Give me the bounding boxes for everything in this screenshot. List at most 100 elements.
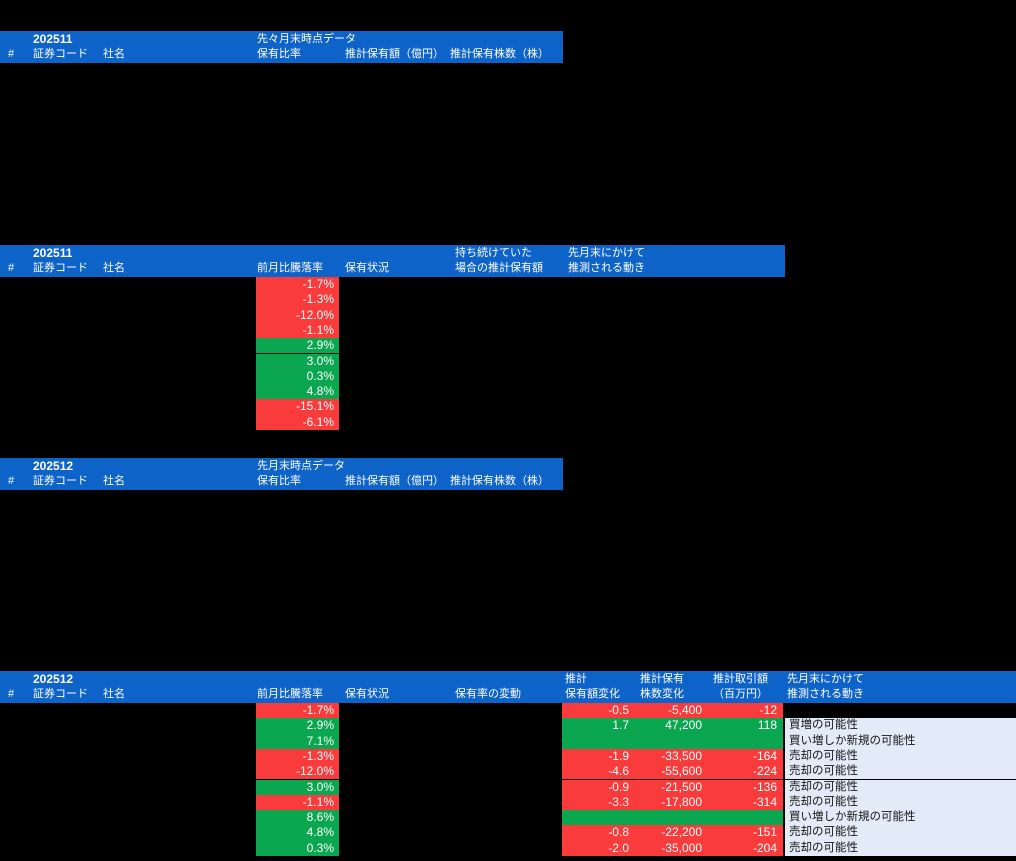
cell-pct-change[interactable]: 2.9% [256,718,339,734]
col-header-amount[interactable]: 推計保有額（億円） [345,475,444,487]
cell-trade-amount[interactable]: 118 [708,718,783,734]
cell-pct-change[interactable]: -12.0% [256,764,339,780]
cell-pct-change[interactable]: -1.3% [256,748,339,765]
cell-pct-change[interactable]: -1.3% [256,292,339,308]
col-header-amount[interactable]: 推計保有額（億円） [345,48,444,60]
cell-trade-amount[interactable]: -314 [708,794,783,811]
cell-amount-change[interactable]: -2.0 [562,840,635,856]
period-label[interactable]: 202511 [33,246,73,260]
col-header-shchg-line2[interactable]: 株数変化 [640,688,684,700]
col-header-code[interactable]: 証券コード [33,688,88,700]
cell-amount-change[interactable]: -0.8 [562,825,635,841]
cell-pct-change[interactable]: -12.0% [256,307,339,323]
cell-trade-amount[interactable] [708,810,783,826]
period-label[interactable]: 202512 [33,672,74,686]
cell-amount-change[interactable]: -3.3 [562,794,635,811]
col-header-change[interactable]: 前月比騰落率 [257,688,323,700]
col-header-shchg-line1[interactable]: 推計保有 [640,673,684,685]
col-header-num[interactable]: # [8,48,15,60]
cell-pct-change[interactable]: 0.3% [256,840,339,856]
col-header-name[interactable]: 社名 [103,48,125,60]
period-label[interactable]: 202511 [33,32,73,46]
cell-predicted-move[interactable]: 売却の可能性 [785,764,1016,780]
col-header-name[interactable]: 社名 [103,262,125,274]
cell-amount-change[interactable] [562,810,635,826]
col-header-ratio[interactable]: 保有比率 [257,475,301,487]
cell-amount-change[interactable]: -0.5 [562,703,635,719]
col-header-num[interactable]: # [8,475,15,487]
col-header-move-line2[interactable]: 推測される動き [787,688,864,700]
cell-pct-change[interactable]: 2.9% [256,338,339,354]
cell-shares-change[interactable] [635,733,708,749]
col-header-held-line2[interactable]: 場合の推計保有額 [455,262,543,274]
cell-pct-change[interactable]: 4.8% [256,384,339,400]
cell-pct-change[interactable]: 0.3% [256,368,339,385]
cell-trade-amount[interactable]: -151 [708,825,783,841]
cell-shares-change[interactable]: -33,500 [635,748,708,765]
cell-trade-amount[interactable]: -12 [708,703,783,719]
cell-predicted-move[interactable]: 売却の可能性 [785,748,1016,765]
col-header-move-line2[interactable]: 推測される動き [568,262,645,274]
cell-predicted-move[interactable]: 買い増しか新規の可能性 [785,733,1016,749]
cell-shares-change[interactable] [635,810,708,826]
col-header-code[interactable]: 証券コード [33,262,88,274]
cell-amount-change[interactable]: -1.9 [562,748,635,765]
cell-shares-change[interactable]: -55,600 [635,764,708,780]
col-header-shares[interactable]: 推計保有株数（株） [450,475,549,487]
cell-shares-change[interactable]: -17,800 [635,794,708,811]
snapshot-label[interactable]: 先々月末時点データ [257,33,356,45]
cell-shares-change[interactable]: -5,400 [635,703,708,719]
cell-pct-change[interactable]: -1.7% [256,703,339,719]
col-header-trade-line1[interactable]: 推計取引額 [713,673,768,685]
cell-pct-change[interactable]: 7.1% [256,733,339,749]
col-header-amtchg-line2[interactable]: 保有額変化 [565,688,620,700]
col-header-num[interactable]: # [8,688,15,700]
cell-pct-change[interactable]: 4.8% [256,825,339,841]
cell-shares-change[interactable]: -21,500 [635,779,708,795]
cell-trade-amount[interactable]: -136 [708,779,783,795]
cell-pct-change[interactable]: -15.1% [256,399,339,415]
cell-pct-change[interactable]: 3.0% [256,353,339,369]
cell-trade-amount[interactable]: -224 [708,764,783,780]
snapshot-label[interactable]: 先月末時点データ [257,460,345,472]
col-header-name[interactable]: 社名 [103,688,125,700]
col-header-status[interactable]: 保有状況 [345,688,389,700]
cell-predicted-move[interactable]: 買増の可能性 [785,718,1016,734]
col-header-num[interactable]: # [8,262,15,274]
cell-pct-change[interactable]: -1.7% [256,277,339,293]
period-label[interactable]: 202512 [33,459,74,473]
cell-trade-amount[interactable] [708,733,783,749]
cell-amount-change[interactable] [562,733,635,749]
cell-pct-change[interactable]: 8.6% [256,810,339,826]
cell-shares-change[interactable]: -35,000 [635,840,708,856]
col-header-move-line1[interactable]: 先月末にかけて [787,673,864,685]
cell-amount-change[interactable]: -4.6 [562,764,635,780]
cell-trade-amount[interactable]: -164 [708,748,783,765]
col-header-ratio-change[interactable]: 保有率の変動 [455,688,521,700]
cell-pct-change[interactable]: -1.1% [256,322,339,339]
cell-pct-change[interactable]: -6.1% [256,414,339,430]
col-header-trade-line2[interactable]: （百万円） [713,688,768,700]
col-header-ratio[interactable]: 保有比率 [257,48,301,60]
cell-amount-change[interactable]: 1.7 [562,718,635,734]
cell-pct-change[interactable]: 3.0% [256,779,339,795]
cell-pct-change[interactable]: -1.1% [256,794,339,811]
col-header-held-line1[interactable]: 持ち続けていた [455,247,532,259]
cell-predicted-move[interactable]: 買い増しか新規の可能性 [785,810,1016,826]
cell-shares-change[interactable]: 47,200 [635,718,708,734]
cell-predicted-move[interactable]: 売却の可能性 [785,825,1016,841]
col-header-move-line1[interactable]: 先月末にかけて [568,247,645,259]
cell-predicted-move[interactable]: 売却の可能性 [785,794,1016,811]
col-header-status[interactable]: 保有状況 [345,262,389,274]
cell-trade-amount[interactable]: -204 [708,840,783,856]
col-header-amtchg-line1[interactable]: 推計 [565,673,587,685]
col-header-code[interactable]: 証券コード [33,48,88,60]
col-header-name[interactable]: 社名 [103,475,125,487]
col-header-code[interactable]: 証券コード [33,475,88,487]
col-header-shares[interactable]: 推計保有株数（株） [450,48,549,60]
col-header-change[interactable]: 前月比騰落率 [257,262,323,274]
cell-predicted-move[interactable]: 売却の可能性 [785,840,1016,856]
cell-predicted-move[interactable] [785,703,1016,719]
cell-amount-change[interactable]: -0.9 [562,779,635,795]
cell-shares-change[interactable]: -22,200 [635,825,708,841]
